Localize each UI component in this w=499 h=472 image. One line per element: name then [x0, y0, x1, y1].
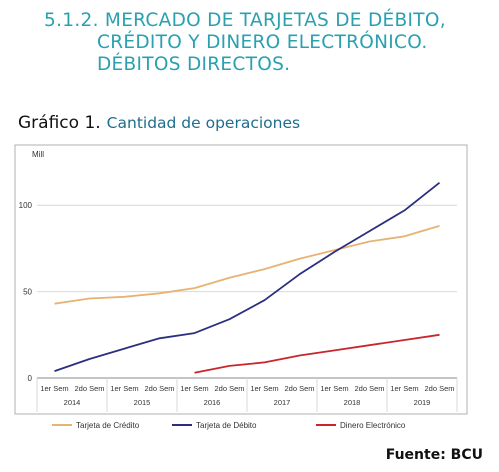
y-tick-label: 50 — [23, 288, 32, 297]
x-tick-label: 1er Sem — [250, 384, 278, 393]
year-label: 2019 — [414, 398, 431, 407]
x-tick-label: 1er Sem — [320, 384, 348, 393]
figure-number: Gráfico 1. — [18, 113, 101, 133]
series-line-dinero — [194, 333, 440, 374]
x-tick-label: 2do Sem — [424, 384, 454, 393]
x-tick-label: 1er Sem — [110, 384, 138, 393]
x-tick-label: 2do Sem — [354, 384, 384, 393]
section-title-line-1: 5.1.2. MERCADO DE TARJETAS DE DÉBITO, — [44, 10, 446, 31]
year-label: 2015 — [134, 398, 151, 407]
section-title-line-2: CRÉDITO Y DINERO ELECTRÓNICO. — [97, 32, 428, 53]
section-title: 5.1.2. MERCADO DE TARJETAS DE DÉBITO, CR… — [44, 10, 494, 76]
source-note: Fuente: BCU — [385, 447, 483, 463]
y-tick-label: 0 — [28, 374, 33, 383]
year-label: 2016 — [204, 398, 221, 407]
legend-label-credito: Tarjeta de Crédito — [76, 421, 140, 430]
chart-heading: Gráfico 1. Cantidad de operaciones — [18, 113, 300, 133]
y-axis-label: Mill — [32, 150, 44, 159]
x-tick-label: 2do Sem — [284, 384, 314, 393]
legend-label-debito: Tarjeta de Débito — [196, 421, 257, 430]
chart-title: Cantidad de operaciones — [106, 114, 301, 132]
year-label: 2018 — [344, 398, 361, 407]
chart: Mill 0 50 100 1er Sem 2do Sem 1er Sem 2do Sem 1e… — [0, 142, 499, 442]
series-line-credito — [54, 225, 440, 305]
chart-frame — [14, 144, 468, 415]
year-label: 2014 — [64, 398, 81, 407]
year-label: 2017 — [274, 398, 291, 407]
x-tick-label: 1er Sem — [40, 384, 68, 393]
x-tick-label: 2do Sem — [74, 384, 104, 393]
section-title-line-3: DÉBITOS DIRECTOS. — [97, 54, 291, 75]
series-line-debito — [54, 181, 441, 372]
x-tick-label: 1er Sem — [390, 384, 418, 393]
x-tick-label: 2do Sem — [214, 384, 244, 393]
y-tick-label: 100 — [19, 201, 33, 210]
x-tick-label: 2do Sem — [144, 384, 174, 393]
chart-svg: Mill 0 50 100 1er Sem 2do Sem 1er Sem 2do Sem 1e… — [14, 144, 468, 430]
x-tick-label: 1er Sem — [180, 384, 208, 393]
legend-label-dinero: Dinero Electrónico — [340, 421, 406, 430]
